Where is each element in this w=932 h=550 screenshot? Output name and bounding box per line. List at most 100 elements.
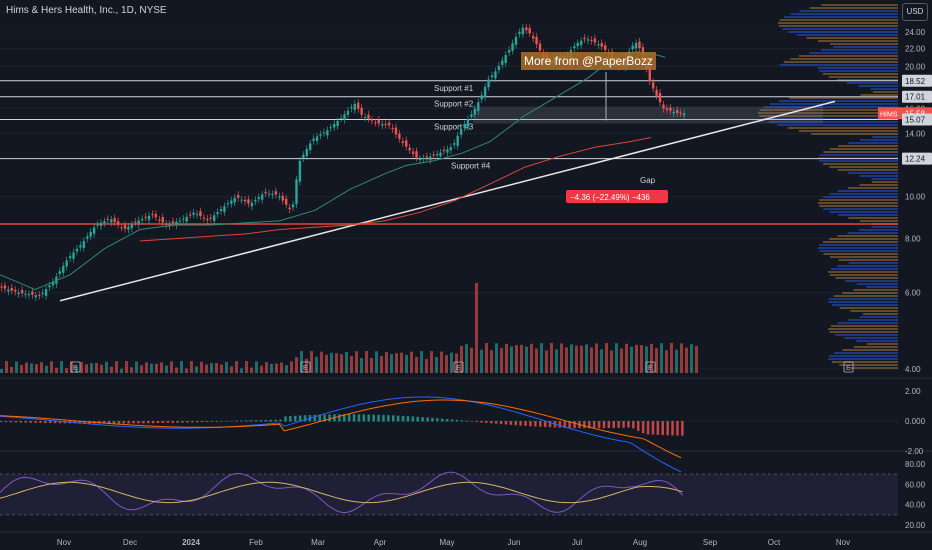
volume-profile-bar: [778, 100, 898, 102]
candle-body: [672, 111, 675, 114]
candle-body: [161, 217, 164, 223]
macd-histogram-bar: [406, 416, 410, 422]
volume-bar: [530, 343, 533, 373]
volume-bar: [580, 345, 583, 373]
candle-body: [507, 49, 511, 53]
macd-histogram-bar: [661, 421, 664, 436]
volume-bar: [330, 352, 333, 373]
volume-bar: [575, 345, 578, 373]
volume-bar: [645, 346, 648, 373]
candle-body: [10, 287, 13, 291]
volume-profile-bar: [838, 259, 898, 261]
volume-bar: [630, 346, 633, 373]
volume-profile-bar: [819, 160, 898, 162]
volume-bar: [25, 362, 28, 373]
candle-body: [110, 219, 113, 223]
candle-body: [394, 127, 398, 135]
candle-body: [425, 156, 429, 158]
macd-histogram-bar: [274, 419, 277, 422]
volume-profile-bar: [870, 88, 898, 90]
candle-body: [387, 122, 391, 126]
candle-body: [339, 117, 343, 119]
volume-profile-bar: [762, 118, 898, 120]
volume-bar: [390, 354, 393, 373]
candle-body: [120, 227, 123, 229]
macd-histogram-bar: [509, 421, 513, 425]
volume-profile-bar: [759, 109, 898, 111]
volume-bar: [365, 351, 368, 373]
volume-profile-bar: [828, 298, 898, 300]
candle-body: [154, 214, 158, 218]
event-marker-box: [300, 361, 311, 373]
volume-profile-bar: [820, 49, 898, 51]
volume-profile-bar: [819, 205, 898, 207]
candle-body: [329, 127, 332, 129]
volume-bar: [370, 357, 373, 373]
macd-histogram-bar: [328, 414, 331, 422]
volume-profile-bar: [823, 253, 898, 255]
price-tick: 24.00: [905, 28, 926, 37]
candle-body: [576, 42, 579, 47]
candle-body: [79, 245, 82, 248]
volume-profile-bar: [782, 28, 898, 30]
x-axis-label: Aug: [633, 538, 647, 547]
candle-body: [178, 220, 182, 222]
promo-label[interactable]: More from @PaperBozz: [521, 52, 656, 70]
volume-profile-bar: [837, 265, 898, 267]
candle-body: [247, 199, 250, 204]
volume-bar: [260, 365, 263, 373]
candle-body: [583, 37, 586, 40]
volume-bar: [240, 368, 243, 373]
volume-profile-bar: [779, 19, 898, 21]
support-label: Support #2: [434, 100, 474, 109]
volume-profile-bar: [806, 37, 898, 39]
macd-histogram-bar: [641, 421, 645, 434]
sma200-line: [139, 137, 652, 242]
macd-histogram-bar: [58, 421, 62, 424]
macd-histogram-bar: [171, 421, 174, 423]
macd-histogram-bar: [4, 421, 8, 423]
candle-body: [405, 140, 408, 147]
macd-histogram-bar: [196, 421, 199, 423]
candle-body: [158, 219, 161, 221]
candle-body: [435, 154, 439, 156]
volume-bar: [685, 347, 688, 373]
candle-body: [65, 260, 68, 267]
volume-bar: [420, 351, 423, 373]
x-axis-label: Jul: [572, 538, 582, 547]
candle-body: [377, 119, 380, 124]
candle-body: [89, 231, 92, 237]
macd-histogram-bar: [24, 421, 27, 423]
volume-bar: [495, 343, 498, 373]
volume-profile-bar: [835, 334, 898, 336]
candle-body: [168, 223, 171, 227]
volume-bar: [245, 361, 248, 373]
event-marker: E: [73, 365, 78, 372]
candle-body: [48, 285, 51, 288]
macd-histogram-bar: [597, 421, 601, 429]
volume-bar: [160, 362, 163, 373]
macd-histogram-bar: [646, 421, 650, 435]
volume-bar: [510, 346, 513, 373]
macd-histogram-bar: [29, 421, 32, 423]
volume-profile-bar: [829, 238, 898, 240]
candle-body: [319, 134, 322, 136]
volume-profile-bar: [866, 286, 898, 288]
volume-bar: [605, 343, 608, 373]
x-axis-label: Feb: [249, 538, 263, 547]
volume-bar: [695, 345, 698, 373]
candle-body: [188, 214, 192, 216]
currency-button[interactable]: USD: [902, 3, 928, 21]
volume-bar: [415, 356, 418, 373]
candle-body: [31, 291, 34, 295]
volume-profile-bar: [770, 103, 898, 105]
volume-bar: [515, 345, 518, 373]
macd-histogram-bar: [465, 420, 468, 422]
volume-bar: [635, 344, 638, 373]
volume-bar: [45, 365, 48, 373]
candle-body: [631, 45, 634, 50]
volume-profile-bar: [829, 148, 898, 150]
volume-profile-bar: [823, 208, 898, 210]
candle-body: [453, 143, 456, 145]
